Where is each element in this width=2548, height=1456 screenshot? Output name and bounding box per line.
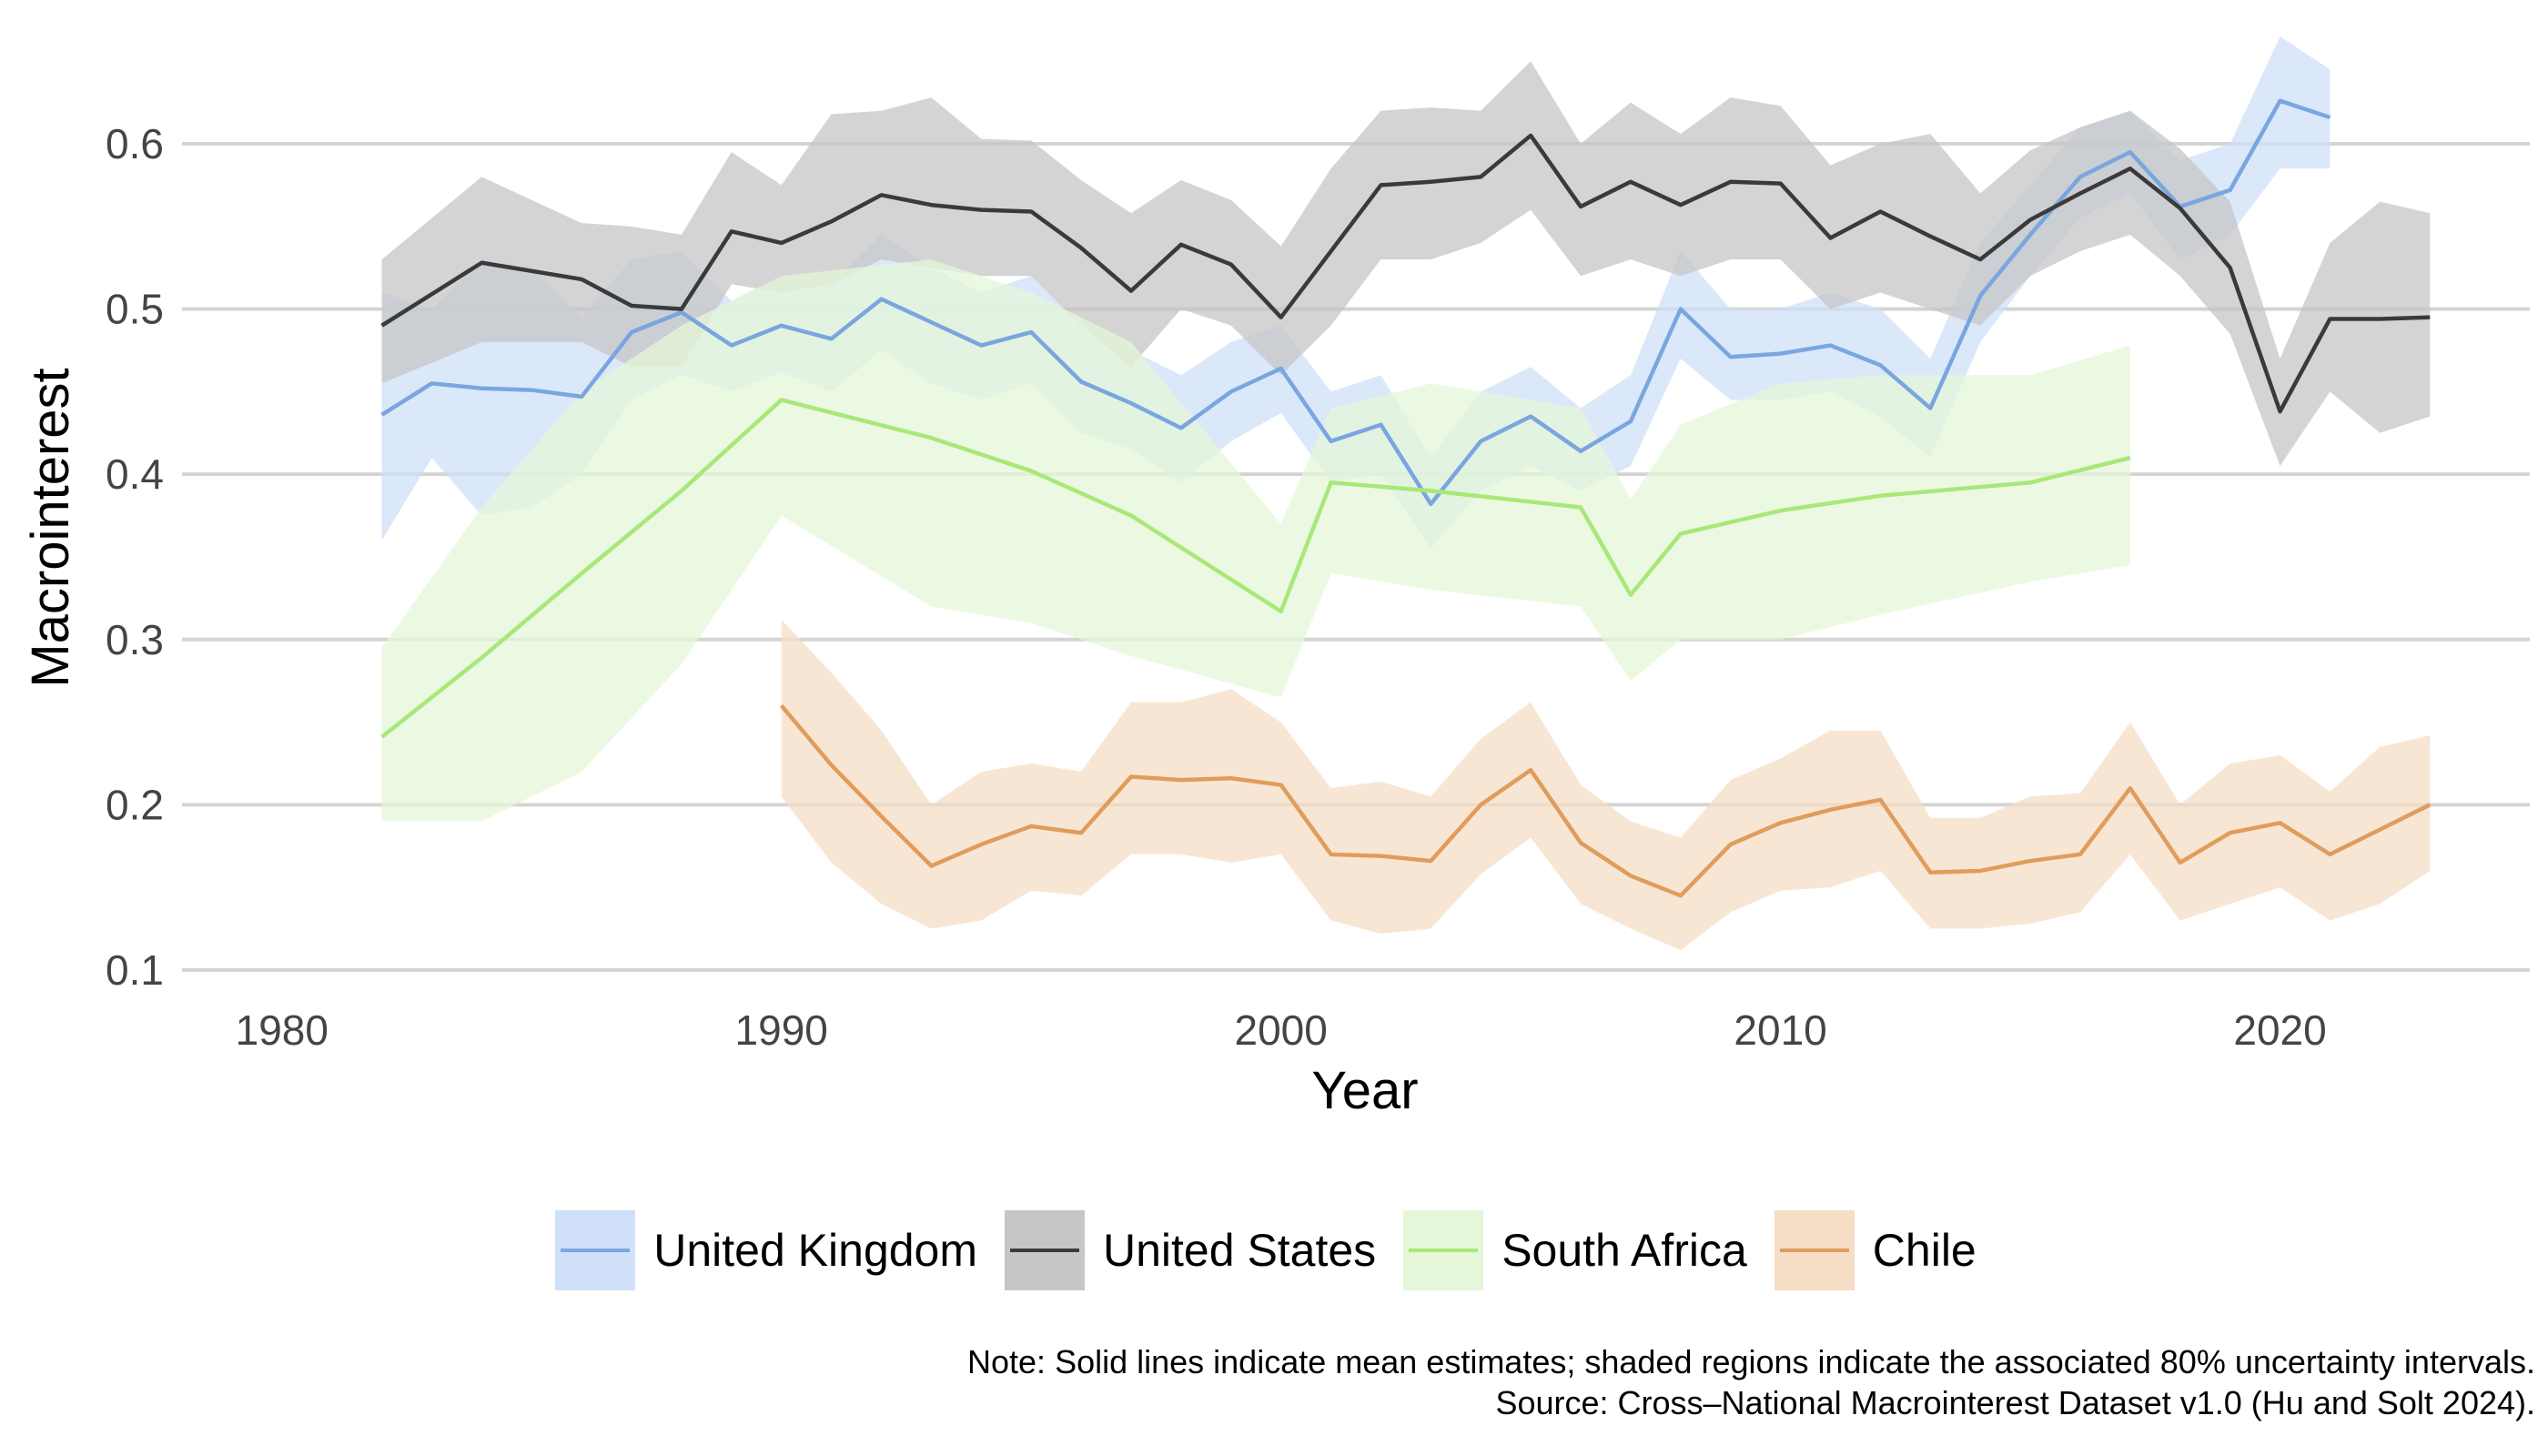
legend-key-chile xyxy=(1774,1210,1855,1290)
y-tick-label: 0.4 xyxy=(106,450,164,498)
chart-note: Note: Solid lines indicate mean estimate… xyxy=(967,1341,2535,1423)
x-tick-label: 2020 xyxy=(2233,1006,2326,1054)
legend-item-chile: Chile xyxy=(1774,1210,1993,1290)
x-tick-label: 2010 xyxy=(1734,1006,1826,1054)
line-south-africa xyxy=(380,398,2131,739)
legend-label-chile: Chile xyxy=(1872,1225,1977,1276)
legend-label-south-africa: South Africa xyxy=(1502,1225,1747,1276)
legend-item-south-africa: South Africa xyxy=(1403,1210,1764,1290)
line-united-states xyxy=(380,133,2431,414)
axis-ticks: 0.1 0.2 0.3 0.4 0.5 0.6 1980 1990 2000 2010 2020 xyxy=(106,120,2327,1054)
y-tick-label: 0.5 xyxy=(106,286,164,333)
line-united-kingdom xyxy=(380,98,2331,507)
band-chile xyxy=(781,619,2431,951)
legend-key-united-states xyxy=(1005,1210,1086,1290)
line-chile xyxy=(780,703,2432,898)
x-axis-title: Year xyxy=(1311,1061,1418,1120)
legend-item-united-states: United States xyxy=(1005,1210,1392,1290)
y-tick-label: 0.2 xyxy=(106,781,164,828)
chart-area: 0.1 0.2 0.3 0.4 0.5 0.6 1980 1990 2000 2010 2020 Y… xyxy=(21,36,2530,1120)
legend-label-united-kingdom: United Kingdom xyxy=(653,1225,978,1276)
band-united-states xyxy=(381,61,2431,467)
x-tick-label: 2000 xyxy=(1234,1006,1327,1054)
band-south-africa xyxy=(381,259,2130,822)
x-tick-label: 1990 xyxy=(735,1006,828,1054)
legend-item-united-kingdom: United Kingdom xyxy=(555,1210,994,1290)
y-axis-title: Macrointerest xyxy=(21,368,80,687)
note-line: Note: Solid lines indicate mean estimate… xyxy=(967,1343,2535,1380)
y-tick-label: 0.6 xyxy=(106,120,164,167)
legend: United Kingdom United States South Afric… xyxy=(0,1210,2548,1290)
uncertainty-bands xyxy=(381,36,2431,951)
mean-lines xyxy=(380,98,2432,898)
y-tick-label: 0.3 xyxy=(106,616,164,663)
legend-key-south-africa xyxy=(1403,1210,1484,1290)
legend-key-united-kingdom xyxy=(555,1210,636,1290)
x-tick-label: 1980 xyxy=(236,1006,329,1054)
y-tick-label: 0.1 xyxy=(106,946,164,994)
legend-label-united-states: United States xyxy=(1103,1225,1377,1276)
source-line: Source: Cross–National Macrointerest Dat… xyxy=(1495,1384,2535,1421)
